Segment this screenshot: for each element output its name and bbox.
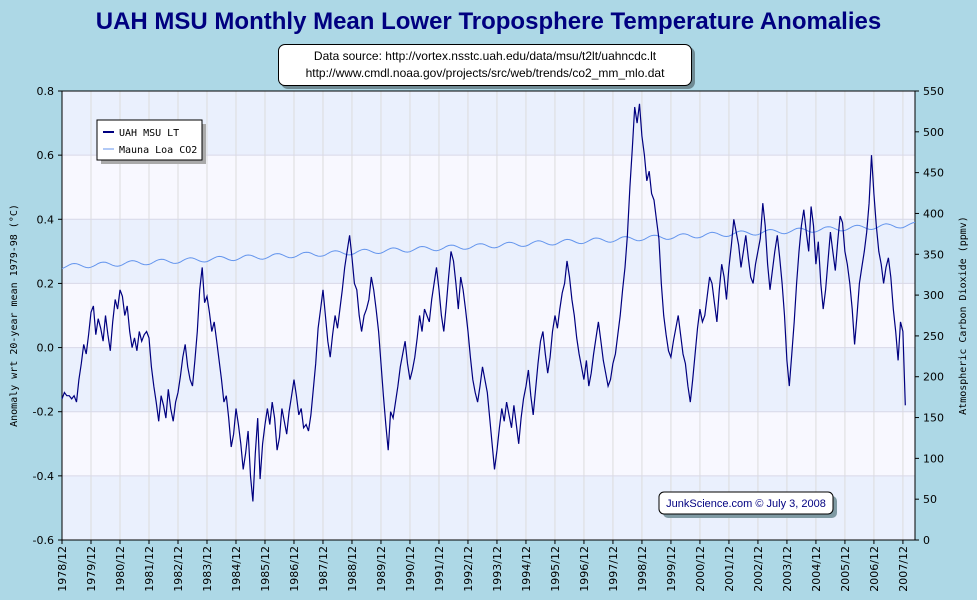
right-tick-label: 550 (923, 85, 944, 98)
plot-background (62, 91, 915, 540)
x-tick-label: 1986/12 (288, 546, 301, 592)
x-tick-label: 1981/12 (143, 546, 156, 592)
left-tick-label: 0.2 (37, 277, 55, 290)
legend-entry: Mauna Loa CO2 (119, 145, 197, 156)
co2-series-line (61, 221, 916, 270)
right-tick-label: 350 (923, 248, 944, 261)
x-tick-label: 2003/12 (781, 546, 794, 592)
right-tick-label: 50 (923, 493, 937, 506)
x-tick-label: 1994/12 (520, 546, 533, 592)
legend: UAH MSU LT Mauna Loa CO2 (96, 119, 206, 164)
x-tick-label: 1988/12 (346, 546, 359, 592)
x-tick-label: 1992/12 (462, 546, 475, 592)
x-tick-label: 1980/12 (114, 546, 127, 592)
left-tick-label: 0.0 (37, 342, 55, 355)
data-source-box: Data source: http://vortex.nsstc.uah.edu… (278, 44, 692, 86)
right-tick-label: 300 (923, 289, 944, 302)
credit-background (658, 491, 834, 515)
credit-box: JunkScience.com © July 3, 2008 (658, 491, 837, 518)
x-tick-label: 1989/12 (375, 546, 388, 592)
x-tick-label: 1991/12 (433, 546, 446, 592)
left-tick-label: -0.6 (33, 534, 54, 547)
right-tick-label: 200 (923, 371, 944, 384)
plot-border (61, 90, 916, 541)
x-tick-label: 2005/12 (839, 546, 852, 592)
legend-entry: UAH MSU LT (119, 128, 179, 139)
right-tick-label: 100 (923, 452, 944, 465)
right-tick-label: 0 (923, 534, 930, 547)
x-tick-label: 1979/12 (85, 546, 98, 592)
left-tick-label: 0.6 (37, 149, 55, 162)
x-tick-label: 1996/12 (578, 546, 591, 592)
chart-title: UAH MSU Monthly Mean Lower Troposphere T… (95, 8, 882, 35)
data-source-line-2: http://www.cmdl.noaa.gov/projects/src/we… (305, 66, 665, 80)
x-tick-label: 1982/12 (172, 546, 185, 592)
x-tick-label: 2001/12 (723, 546, 736, 592)
right-axis-title: Atmospheric Carbon Dioxide (ppmv) (958, 216, 969, 415)
x-tick-label: 2000/12 (694, 546, 707, 592)
x-tick-label: 1999/12 (665, 546, 678, 592)
right-tick-label: 450 (923, 167, 944, 180)
right-tick-label: 250 (923, 330, 944, 343)
x-tick-label: 1990/12 (404, 546, 417, 592)
x-tick-label: 1987/12 (317, 546, 330, 592)
x-tick-label: 1985/12 (259, 546, 272, 592)
x-tick-label: 1998/12 (636, 546, 649, 592)
x-tick-label: 1984/12 (230, 546, 243, 592)
right-tick-label: 150 (923, 412, 944, 425)
x-tick-label: 2007/12 (897, 546, 910, 592)
right-tick-label: 400 (923, 207, 944, 220)
right-tick-label: 500 (923, 126, 944, 139)
left-tick-label: -0.2 (33, 406, 54, 419)
legend-box (96, 119, 203, 161)
data-source-line-1: Data source: http://vortex.nsstc.uah.edu… (313, 49, 657, 63)
left-tick-label: 0.4 (37, 213, 55, 226)
x-tick-label: 1978/12 (56, 546, 69, 592)
uah-series-line (61, 103, 906, 502)
x-tick-label: 1983/12 (201, 546, 214, 592)
left-axis-title: Anomaly wrt 20-year mean 1979-98 (°C) (9, 204, 20, 427)
x-tick-label: 1995/12 (549, 546, 562, 592)
x-tick-label: 1997/12 (607, 546, 620, 592)
x-tick-label: 2004/12 (810, 546, 823, 592)
credit-text: JunkScience.com © July 3, 2008 (666, 498, 826, 510)
x-tick-label: 1993/12 (491, 546, 504, 592)
x-tick-label: 2006/12 (868, 546, 881, 592)
left-tick-label: 0.8 (37, 85, 55, 98)
x-tick-label: 2002/12 (752, 546, 765, 592)
left-tick-label: -0.4 (33, 470, 54, 483)
